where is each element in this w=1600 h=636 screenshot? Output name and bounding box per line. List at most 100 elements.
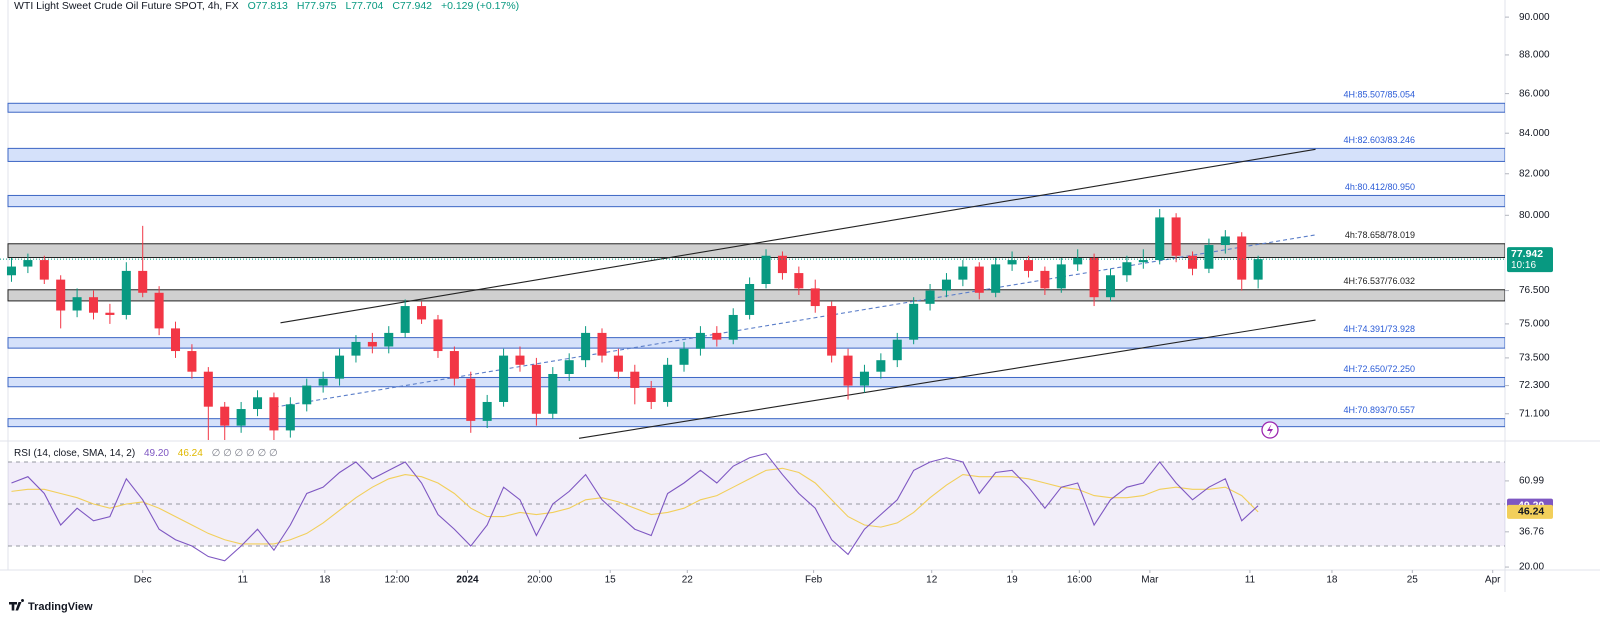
candle-body [515, 355, 525, 365]
candle-body [827, 306, 837, 356]
candle-body [564, 360, 574, 375]
candle-body [400, 306, 410, 333]
y-tick-label: 76.500 [1519, 285, 1550, 296]
candle-body [548, 374, 558, 414]
candle-body [958, 266, 968, 280]
rsi-sma-line [11, 467, 1259, 545]
candle-body [646, 387, 656, 402]
candle-body [777, 255, 787, 274]
candle-body [1023, 260, 1033, 271]
candle-body [269, 397, 279, 431]
x-tick-label: 15 [605, 575, 617, 586]
candle-body [203, 371, 213, 407]
y-tick-label: 90.000 [1519, 12, 1550, 23]
candle-body [318, 378, 328, 386]
candle-body [121, 270, 131, 315]
candle-body [1007, 260, 1017, 265]
rsi-value: 49.20 [144, 448, 169, 459]
x-tick-label: 25 [1407, 575, 1419, 586]
y-tick-label: 82.000 [1519, 168, 1550, 179]
rsi-y-tick-label: 36.76 [1519, 526, 1544, 537]
x-tick-label: 16:00 [1067, 575, 1092, 586]
zone [7, 147, 1505, 162]
alert-icon [1261, 421, 1279, 439]
x-tick-label: 11 [238, 575, 249, 586]
candle-body [581, 332, 591, 361]
last-price-label: 77.942 [1511, 248, 1543, 260]
branding-text: TradingView [28, 601, 93, 613]
candle-body [1171, 217, 1181, 256]
candle-body [105, 312, 115, 315]
candle-body [449, 351, 459, 379]
y-tick-label: 75.000 [1519, 319, 1550, 330]
zone-label: 4h:80.412/80.950 [1345, 182, 1415, 192]
trendline [280, 148, 1316, 324]
candle-body [1105, 275, 1116, 298]
candle-body [810, 288, 820, 307]
candle-body [1188, 255, 1198, 269]
x-tick-label: 12 [926, 575, 938, 586]
candle-body [794, 273, 804, 289]
candle-body [6, 266, 16, 276]
candle-body [1122, 262, 1132, 276]
y-tick-label: 80.000 [1519, 210, 1550, 221]
x-tick-label: 22 [682, 575, 694, 586]
candle-body [23, 260, 33, 267]
candle-body [1204, 245, 1214, 269]
symbol-title: WTI Light Sweet Crude Oil Future SPOT, 4… [14, 0, 239, 12]
candle-body [663, 364, 673, 402]
candle-body [712, 332, 722, 340]
last-price-box [1507, 247, 1553, 273]
x-tick-label: Feb [805, 575, 823, 586]
x-tick-label: 18 [319, 575, 331, 586]
candle-body [88, 297, 99, 313]
rsi-y-tick-label: 60.99 [1519, 476, 1544, 487]
x-tick-label: 18 [1326, 575, 1338, 586]
candle-body [728, 314, 738, 340]
y-tick-label: 72.300 [1519, 380, 1550, 391]
candle-body [1220, 236, 1230, 246]
x-tick-label: Apr [1485, 575, 1501, 586]
candle-body [1253, 259, 1263, 280]
candle-body [220, 406, 230, 426]
candle-body [1056, 264, 1066, 289]
x-tick-label: 12:00 [384, 575, 409, 586]
zone [7, 102, 1505, 113]
candle-body [466, 378, 476, 421]
candle-body [1237, 236, 1247, 280]
x-tick-label: 20:00 [527, 575, 552, 586]
candle-body [679, 348, 689, 365]
candle-body [384, 332, 394, 347]
trendline [274, 234, 1315, 408]
candle-body [925, 290, 935, 304]
rsi-line [11, 452, 1259, 562]
zone-label: 4H:70.893/70.557 [1343, 405, 1415, 415]
rsi-header: RSI (14, close, SMA, 14, 2) 49.20 46.24 … [14, 448, 278, 459]
candle-body [285, 404, 295, 431]
zone [7, 376, 1505, 388]
y-tick-label: 84.000 [1519, 128, 1550, 139]
header-open: O77.813 [248, 0, 288, 12]
candle-body [1040, 270, 1050, 289]
candle-body [417, 306, 427, 320]
candle-body [613, 355, 623, 372]
candle-body [335, 355, 345, 379]
candle-body [630, 371, 640, 388]
candle-body [909, 303, 919, 340]
rsi-value-label: 46.24 [1518, 506, 1544, 518]
candle-body [974, 266, 984, 293]
x-tick-label: Dec [134, 575, 152, 586]
candle-body [302, 385, 312, 405]
header-change: +0.129 (+0.17%) [441, 0, 519, 12]
branding: TradingView [9, 599, 93, 613]
candle-body [991, 264, 1001, 293]
candle-body [1138, 260, 1148, 263]
axes: 90.000 88.000 86.000 84.000 82.000 80.000 76.5… [134, 12, 1553, 586]
candle-body [56, 279, 66, 311]
candle-body [695, 332, 705, 349]
zone-label: 4H:85.507/85.054 [1343, 90, 1415, 100]
candle-body [253, 397, 263, 410]
zone-label: 4H:72.650/72.250 [1343, 364, 1415, 374]
